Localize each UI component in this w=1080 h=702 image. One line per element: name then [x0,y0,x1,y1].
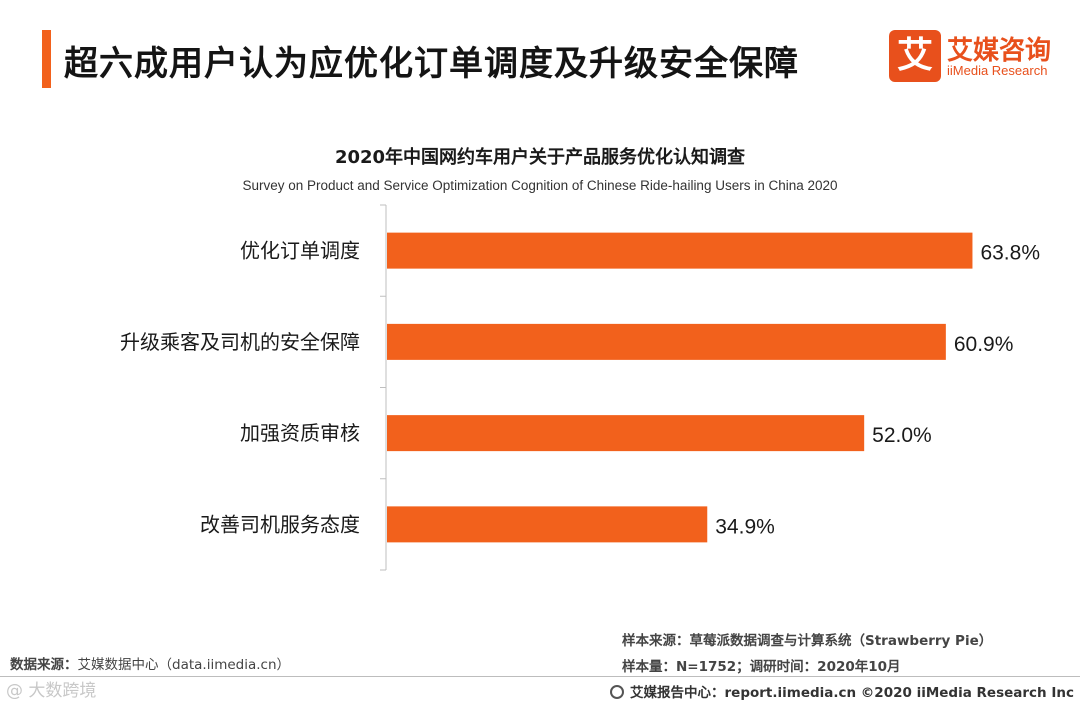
report-center-text: 艾媒报告中心：report.iimedia.cn ©2020 iiMedia R… [630,685,1074,701]
page-title: 超六成用户认为应优化订单调度及升级安全保障 [64,44,799,84]
iimedia-logo: 艾 艾媒咨询 iiMedia Research [889,30,1069,86]
category-label: 加强资质审核 [240,421,360,445]
title-accent-bar [42,30,51,88]
chart-subtitle: Survey on Product and Service Optimizati… [242,178,838,193]
sample-source-note: 样本来源：草莓派数据调查与计算系统（Strawberry Pie） [622,633,993,649]
footer-divider [0,676,1080,677]
data-label: 60.9% [954,333,1014,356]
logo-mark-icon: 艾 [889,30,941,82]
category-label: 优化订单调度 [240,239,360,263]
logo-chinese-name: 艾媒咨询 [947,36,1052,66]
bar [387,232,973,269]
data-source-label: 数据来源： [10,657,78,673]
category-label: 升级乘客及司机的安全保障 [120,330,360,354]
chart-title: 2020年中国网约车用户关于产品服务优化认知调查 [334,147,746,168]
logo-english-name: iiMedia Research [947,63,1048,78]
data-source: 数据来源：艾媒数据中心（data.iimedia.cn） [10,653,290,673]
watermark: @ 大数跨境 [6,681,97,701]
data-source-value: 艾媒数据中心（data.iimedia.cn） [77,657,291,673]
report-center: 艾媒报告中心：report.iimedia.cn ©2020 iiMedia R… [610,681,1074,701]
bar [387,506,708,543]
data-label: 34.9% [715,515,775,538]
bar [387,415,865,452]
data-label: 52.0% [872,424,932,447]
sample-size-note: 样本量：N=1752；调研时间：2020年10月 [622,659,901,675]
report-center-icon [610,685,624,699]
bar [387,323,946,360]
category-label: 改善司机服务态度 [200,512,360,536]
data-label: 63.8% [980,242,1040,265]
